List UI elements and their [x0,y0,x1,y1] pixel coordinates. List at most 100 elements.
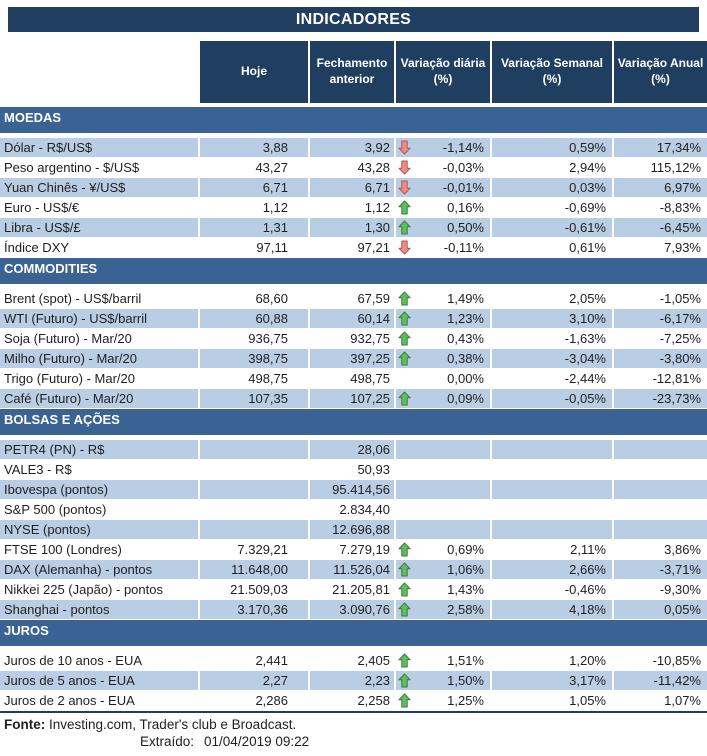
table-row: Juros de 10 anos - EUA 2,441 2,405 1,51%… [0,651,707,670]
value-previous-close: 2,405 [310,651,394,670]
section-rows: Dólar - R$/US$ 3,88 3,92 -1,14% 0,59% 17… [0,138,707,257]
table-section: MOEDAS Dólar - R$/US$ 3,88 3,92 -1,14% 0… [0,107,707,257]
table-row: WTI (Futuro) - US$/barril 60,88 60,14 1,… [0,309,707,328]
up-arrow-icon [398,200,411,215]
value-daily-change: 1,23% [396,309,490,328]
value-daily-change: -1,14% [396,138,490,157]
up-arrow-icon [398,673,412,688]
daily-change-text: 0,50% [447,220,484,235]
value-daily-change: -0,01% [396,178,490,197]
value-annual-change: -7,25% [614,329,707,348]
value-weekly-change: 0,59% [492,138,612,157]
source-label: Fonte: [4,717,46,732]
value-annual-change [614,440,707,459]
row-label: Juros de 2 anos - EUA [0,691,198,710]
table-section: COMMODITIES Brent (spot) - US$/barril 68… [0,258,707,408]
value-previous-close: 1,30 [310,218,394,237]
table-row: NYSE (pontos) 12.696,88 [0,520,707,539]
daily-change-text: 0,09% [447,391,484,406]
value-daily-change: 0,50% [396,218,490,237]
value-hoje [200,440,308,459]
daily-change-text: -1,14% [442,140,484,155]
up-arrow-icon [398,562,411,577]
value-daily-change: 1,51% [396,651,490,670]
value-hoje: 68,60 [200,289,308,308]
value-previous-close: 60,14 [310,309,394,328]
value-weekly-change: 0,61% [492,238,612,257]
value-daily-change: 1,06% [396,560,490,579]
table-row: Shanghai - pontos 3.170,36 3.090,76 2,58… [0,600,707,619]
section-rows: Brent (spot) - US$/barril 68,60 67,59 1,… [0,289,707,408]
value-weekly-change: 2,94% [492,158,612,177]
value-weekly-change [492,500,612,519]
daily-change-text: 1,43% [447,582,484,597]
trend-arrow-slot [398,371,412,386]
value-hoje [200,500,308,519]
row-label: Peso argentino - $/US$ [0,158,198,177]
value-weekly-change: 0,03% [492,178,612,197]
table-row: Soja (Futuro) - Mar/20 936,75 932,75 0,4… [0,329,707,348]
table-row: Índice DXY 97,11 97,21 -0,11% 0,61% 7,93… [0,238,707,257]
table-row: Ibovespa (pontos) 95.414,56 [0,480,707,499]
value-annual-change: 0,05% [614,600,707,619]
up-arrow-icon [398,331,411,346]
value-previous-close: 7.279,19 [310,540,394,559]
value-previous-close: 97,21 [310,238,394,257]
value-daily-change [396,460,490,479]
value-daily-change: 1,50% [396,671,490,690]
value-hoje: 11.648,00 [200,560,308,579]
value-weekly-change [492,520,612,539]
up-arrow-icon [398,351,412,366]
value-hoje: 97,11 [200,238,308,257]
value-previous-close: 932,75 [310,329,394,348]
label-column-spacer [0,41,198,103]
table-row: Euro - US$/€ 1,12 1,12 0,16% -0,69% -8,8… [0,198,707,217]
source-text: Investing.com, Trader's club e Broadcast… [49,717,297,732]
section-title: JUROS [4,623,49,638]
value-daily-change: 0,09% [396,389,490,408]
value-daily-change: -0,11% [396,238,490,257]
value-previous-close: 1,12 [310,198,394,217]
table-row: Yuan Chinês - ¥/US$ 6,71 6,71 -0,01% 0,0… [0,178,707,197]
section-title: BOLSAS E AÇÕES [4,412,120,427]
column-headers: Hoje Fechamento anterior Variação diária… [0,41,707,103]
value-weekly-change: -0,61% [492,218,612,237]
value-daily-change: 1,49% [396,289,490,308]
value-daily-change: 0,43% [396,329,490,348]
table-row: DAX (Alemanha) - pontos 11.648,00 11.526… [0,560,707,579]
daily-change-text: 0,38% [447,351,484,366]
source-note: Fonte: Investing.com, Trader's club e Br… [0,716,707,733]
value-hoje: 3.170,36 [200,600,308,619]
value-annual-change [614,500,707,519]
down-arrow-icon [398,140,411,155]
section-title: MOEDAS [4,110,62,125]
section-title: COMMODITIES [4,261,98,276]
value-daily-change: 1,25% [396,691,490,710]
row-label: Juros de 5 anos - EUA [0,671,198,690]
value-daily-change: 2,58% [396,600,490,619]
value-weekly-change: 1,20% [492,651,612,670]
up-arrow-icon [398,200,412,215]
column-header-hoje: Hoje [200,41,308,103]
row-label: Café (Futuro) - Mar/20 [0,389,198,408]
row-label: S&P 500 (pontos) [0,500,198,519]
value-previous-close: 43,28 [310,158,394,177]
value-daily-change: 0,16% [396,198,490,217]
value-weekly-change: -3,04% [492,349,612,368]
row-label: Índice DXY [0,238,198,257]
value-hoje: 60,88 [200,309,308,328]
daily-change-text: 2,58% [447,602,484,617]
value-annual-change: -9,30% [614,580,707,599]
row-label: Juros de 10 anos - EUA [0,651,198,670]
daily-change-text: 0,69% [447,542,484,557]
daily-change-text: -0,01% [442,180,484,195]
value-weekly-change: -0,05% [492,389,612,408]
table-row: Brent (spot) - US$/barril 68,60 67,59 1,… [0,289,707,308]
value-hoje: 2,286 [200,691,308,710]
up-arrow-icon [398,220,411,235]
extraction-value: 01/04/2019 09:22 [204,734,310,749]
down-arrow-icon [398,160,412,175]
value-previous-close: 2,258 [310,691,394,710]
value-previous-close: 11.526,04 [310,560,394,579]
value-hoje [200,480,308,499]
